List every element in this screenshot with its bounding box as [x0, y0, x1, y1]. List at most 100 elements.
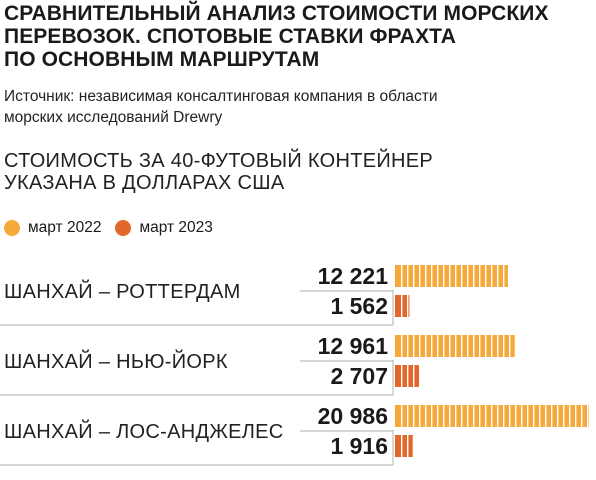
value-label: 12 961 — [318, 333, 389, 359]
bar-segment-gap — [473, 335, 475, 357]
bar-segment-gap — [509, 335, 511, 357]
bar-segment-gap — [455, 335, 457, 357]
bar-segment-gap — [437, 405, 439, 427]
bar-segment-gap — [587, 405, 589, 427]
legend-label: март 2022 — [28, 219, 102, 236]
bar-chart: ШАНХАЙ – РОТТЕРДАМ 12 221 1 562 ШАНХАЙ – НЬ… — [0, 263, 589, 466]
value-label: 12 221 — [318, 263, 389, 289]
bar-segment-gap — [545, 405, 547, 427]
bar-segment-gap — [491, 265, 493, 287]
bar-segment-gap — [407, 295, 409, 317]
bar-segment-gap — [491, 405, 493, 427]
bar-segment-gap — [497, 405, 499, 427]
bar-segment-gap — [431, 335, 433, 357]
bar-segment-gap — [551, 405, 553, 427]
bar-segment-gap — [425, 335, 427, 357]
bar-segment-gap — [497, 335, 499, 357]
bar-segment-gap — [431, 265, 433, 287]
bar-segment-gap — [443, 335, 445, 357]
bar-segment-gap — [461, 335, 463, 357]
chart-subtitle: СТОИМОСТЬ ЗА 40-ФУТОВЫЙ КОНТЕЙНЕР УКАЗАН… — [4, 150, 592, 194]
bar-segment-gap — [437, 335, 439, 357]
bar-march-2023 — [395, 295, 410, 317]
bar-segment-gap — [467, 335, 469, 357]
bar-march-2022-fill — [395, 265, 508, 287]
bar-segment-gap — [407, 335, 409, 357]
bar-march-2023 — [395, 435, 413, 457]
page-title: СРАВНИТЕЛЬНЫЙ АНАЛИЗ СТОИМОСТИ МОРСКИХ П… — [4, 2, 592, 71]
bar-segment-gap — [491, 335, 493, 357]
bar-segment-gap — [449, 405, 451, 427]
subtitle-line: УКАЗАНА В ДОЛЛАРАХ США — [4, 172, 285, 194]
bar-segment-gap — [401, 265, 403, 287]
bar-segment-gap — [479, 265, 481, 287]
bar-segment-gap — [473, 405, 475, 427]
bar-segment-gap — [575, 405, 577, 427]
bar-segment-gap — [449, 265, 451, 287]
legend-dot-icon — [115, 220, 132, 236]
bar-segment-gap — [401, 365, 403, 387]
bar-segment-gap — [485, 405, 487, 427]
bar-segment-gap — [413, 365, 415, 387]
legend-item-march-2023: март 2023 — [115, 219, 213, 237]
bar-march-2022-fill — [395, 335, 515, 357]
bar-segment-gap — [419, 365, 421, 387]
bar-segment-gap — [407, 405, 409, 427]
bar-segment-gap — [419, 405, 421, 427]
bar-segment-gap — [443, 265, 445, 287]
bar-segment-gap — [467, 265, 469, 287]
title-line: СРАВНИТЕЛЬНЫЙ АНАЛИЗ СТОИМОСТИ МОРСКИХ — [4, 2, 549, 25]
bar-segment-gap — [431, 405, 433, 427]
bar-segment-gap — [419, 265, 421, 287]
value-label: 1 562 — [330, 293, 388, 319]
legend-item-march-2022: март 2022 — [4, 219, 101, 237]
bar-segment-gap — [455, 405, 457, 427]
bar-segment-gap — [569, 405, 571, 427]
bar-segment-gap — [563, 405, 565, 427]
route-label: ШАНХАЙ – РОТТЕРДАМ — [4, 279, 241, 303]
bar-segment-gap — [407, 435, 409, 457]
bar-segment-gap — [461, 265, 463, 287]
route-label: ШАНХАЙ – ЛОС-АНДЖЕЛЕС — [4, 419, 284, 443]
bar-segment-gap — [407, 365, 409, 387]
bar-segment-gap — [401, 295, 403, 317]
bar-segment-gap — [521, 405, 523, 427]
bar-segment-gap — [401, 405, 403, 427]
bar-segment-gap — [497, 265, 499, 287]
source-note: Источник: независимая консалтинговая ком… — [4, 86, 592, 128]
legend-label: март 2023 — [139, 219, 213, 236]
bar-segment-gap — [539, 405, 541, 427]
bar-segment-gap — [461, 405, 463, 427]
title-line: ПО ОСНОВНЫМ МАРШРУТАМ — [4, 48, 320, 71]
bar-segment-gap — [425, 405, 427, 427]
bar-segment-gap — [503, 265, 505, 287]
bar-segment-gap — [515, 405, 517, 427]
bar-segment-gap — [401, 435, 403, 457]
bar-segment-gap — [473, 265, 475, 287]
bar-segment-gap — [503, 405, 505, 427]
bar-segment-gap — [407, 265, 409, 287]
bar-segment-gap — [413, 335, 415, 357]
legend-dot-icon — [4, 220, 20, 236]
subtitle-line: СТОИМОСТЬ ЗА 40-ФУТОВЫЙ КОНТЕЙНЕР — [4, 150, 434, 172]
bar-segment-gap — [425, 265, 427, 287]
chart-legend: март 2022 март 2023 — [4, 218, 227, 238]
bar-segment-gap — [485, 335, 487, 357]
bar-march-2022 — [395, 405, 589, 427]
bar-segment-gap — [401, 335, 403, 357]
bar-march-2023 — [395, 365, 421, 387]
bar-segment-gap — [443, 405, 445, 427]
bar-segment-gap — [581, 405, 583, 427]
bar-march-2023-fill — [395, 435, 413, 457]
bar-segment-gap — [449, 335, 451, 357]
bar-segment-gap — [437, 265, 439, 287]
bar-segment-gap — [419, 335, 421, 357]
bar-march-2022 — [395, 335, 515, 357]
bar-segment-gap — [485, 265, 487, 287]
bar-segment-gap — [479, 335, 481, 357]
bar-segment-gap — [503, 335, 505, 357]
bar-segment-gap — [467, 405, 469, 427]
bar-march-2022 — [395, 265, 508, 287]
bar-segment-gap — [455, 265, 457, 287]
bar-segment-gap — [479, 405, 481, 427]
